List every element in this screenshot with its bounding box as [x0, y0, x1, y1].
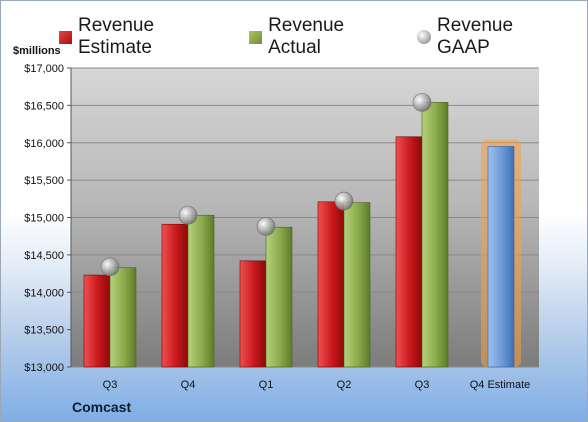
y-axis-ticks: $13,000 $13,500 $14,000 $14,500 $15,000 $15,5… — [24, 63, 72, 374]
x-tick-label: Q3 — [103, 379, 118, 391]
bar-forecast — [487, 146, 515, 368]
x-tick-label: Q4 Estimate — [470, 379, 531, 391]
bar-actual — [265, 226, 293, 368]
legend-item-estimate: Revenue Estimate — [59, 15, 233, 59]
y-tick-label: $15,500 — [24, 175, 64, 187]
legend-item-gaap: Revenue GAAP — [417, 15, 571, 59]
y-axis-unit-label: $millions — [13, 45, 61, 57]
bar-actual — [109, 267, 137, 368]
legend-label-actual: Revenue Actual — [268, 15, 345, 58]
legend-swatch-actual — [249, 30, 263, 44]
gaap-marker — [334, 191, 354, 211]
company-name: Comcast — [72, 399, 132, 415]
bar-estimate — [317, 201, 345, 368]
x-tick-label: Q3 — [415, 379, 430, 391]
y-tick-label: $13,000 — [24, 362, 64, 374]
bar-estimate — [83, 274, 111, 368]
bar-estimate — [395, 136, 423, 368]
y-tick-label: $17,000 — [24, 63, 64, 75]
gaap-marker — [100, 257, 120, 277]
bar-actual — [187, 214, 215, 368]
gridlines — [71, 67, 539, 368]
x-axis-ticks: Q3 Q4 Q1 Q2 Q3 Q4 Estimate — [103, 379, 531, 391]
y-tick-label: $13,500 — [24, 325, 64, 337]
gaap-marker — [412, 93, 432, 112]
gaap-marker — [178, 205, 198, 225]
bar-estimate — [161, 223, 189, 368]
x-tick-label: Q2 — [337, 379, 352, 391]
legend: Revenue Estimate Revenue Actual Revenue … — [59, 15, 587, 59]
bar-estimate — [239, 260, 267, 368]
x-tick-label: Q1 — [259, 379, 274, 391]
legend-swatch-estimate — [59, 30, 72, 44]
y-tick-label: $15,000 — [24, 213, 64, 225]
legend-swatch-gaap — [417, 30, 431, 44]
legend-label-estimate: Revenue Estimate — [77, 15, 155, 58]
y-tick-label: $14,500 — [24, 250, 64, 262]
y-tick-label: $16,500 — [24, 100, 64, 112]
gaap-markers — [100, 93, 432, 277]
bars — [83, 102, 515, 368]
gaap-marker — [256, 217, 276, 236]
y-tick-label: $16,000 — [24, 138, 64, 150]
y-tick-label: $14,000 — [24, 287, 64, 299]
legend-item-actual: Revenue Actual — [249, 15, 401, 59]
bar-actual — [343, 202, 371, 368]
legend-label-gaap: Revenue GAAP — [437, 15, 514, 58]
x-tick-label: Q4 — [181, 379, 196, 391]
bar-actual — [421, 102, 449, 368]
